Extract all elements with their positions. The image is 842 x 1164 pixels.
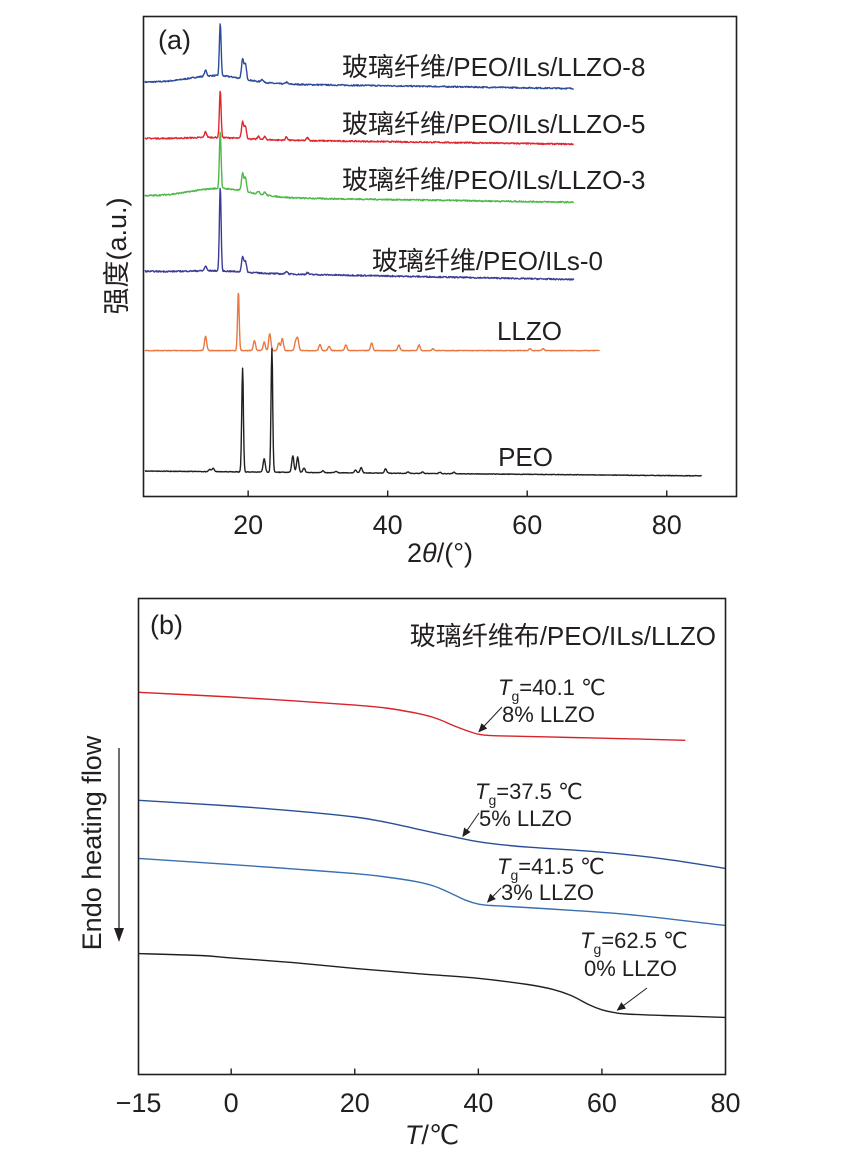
dsc-y-axis-label: Endo heating flow [77,735,107,950]
dsc-panel-title: 玻璃纤维布/PEO/ILs/LLZO [410,621,716,651]
tg-annotation: Tg=40.1 ℃8% LLZO [478,675,606,733]
xrd-y-axis-label: 强度(a.u.) [102,197,132,314]
tg-value-label: Tg=40.1 ℃ [498,675,606,704]
dsc-plot-frame [137,597,727,1076]
xrd-curve-peo-ils-llzo-8 [144,23,574,90]
dsc-x-label-T: T [405,1120,424,1150]
xrd-series-labels: 玻璃纤维/PEO/ILs/LLZO-8 玻璃纤维/PEO/ILs/LLZO-5 玻璃… [342,52,645,472]
annotation-arrow-icon [478,706,503,733]
tg-annotation: Tg=41.5 ℃3% LLZO [486,854,605,905]
dsc-annotations: Tg=40.1 ℃8% LLZO Tg=37.5 ℃5% LLZO Tg=41.5 … [462,675,688,1011]
tg-value-label: Tg=41.5 ℃ [497,854,605,883]
dsc-curve-8-llzo [138,691,686,741]
xrd-x-tick-label: 80 [652,510,682,540]
xrd-curve-peo-ils-llzo-5 [144,90,574,146]
xrd-series-label: 玻璃纤维/PEO/ILs/LLZO-8 [342,52,645,82]
tg-value-label: Tg=37.5 ℃ [475,779,583,808]
tg-annotation: Tg=62.5 ℃0% LLZO [580,928,688,1011]
dsc-x-tick-label: 20 [340,1088,370,1118]
sample-label: 5% LLZO [479,806,572,831]
xrd-panel: 玻璃纤维/PEO/ILs/LLZO-8 玻璃纤维/PEO/ILs/LLZO-5 玻璃… [102,15,738,568]
xrd-x-tick-label: 60 [512,510,542,540]
xrd-x-tick-label: 40 [373,510,403,540]
xrd-series-label: 玻璃纤维/PEO/ILs-0 [372,246,603,276]
xrd-x-label-theta: θ [422,538,437,568]
dsc-curve-5-llzo [138,799,726,870]
endo-direction-arrow-icon [114,928,124,942]
dsc-panel: −15 0 20 40 60 80 Tg=40.1 ℃8% LLZO Tg=37.5 ℃5%… [77,597,741,1150]
xrd-curve-peo-ils-0 [144,187,575,281]
xrd-x-ticks: 20 40 60 80 [233,490,682,540]
xrd-series-label: 玻璃纤维/PEO/ILs/LLZO-3 [342,165,645,195]
xrd-x-label-unit: /(°) [437,538,473,568]
xrd-plot-frame [142,15,738,498]
annotation-arrow-icon [616,987,648,1011]
xrd-x-axis-label: 2θ/(°) [407,538,473,568]
dsc-x-axis-label: T/℃ [405,1120,459,1150]
sample-label: 0% LLZO [584,956,677,981]
xrd-curves [144,23,703,477]
dsc-x-tick-label: −15 [116,1088,162,1118]
annotation-arrow-icon [486,887,502,903]
dsc-x-tick-label: 60 [587,1088,617,1118]
dsc-x-tick-label: 0 [224,1088,239,1118]
xrd-curve-peo [144,347,703,477]
panel-label-b: (b) [150,610,183,640]
dsc-curve-0-llzo [138,952,726,1019]
dsc-x-label-unit: /℃ [421,1120,459,1150]
xrd-x-tick-label: 20 [233,510,263,540]
panel-label-a: (a) [158,25,191,55]
xrd-x-label-two: 2 [407,538,422,568]
xrd-series-label: PEO [498,442,553,472]
sample-label: 3% LLZO [501,880,594,905]
tg-value-label: Tg=62.5 ℃ [580,928,688,957]
xrd-curve-llzo [144,292,600,352]
dsc-x-ticks: −15 0 20 40 60 80 [116,1068,741,1118]
sample-label: 8% LLZO [502,702,595,727]
tg-annotation: Tg=37.5 ℃5% LLZO [462,779,583,838]
dsc-x-tick-label: 80 [710,1088,740,1118]
xrd-series-label: 玻璃纤维/PEO/ILs/LLZO-5 [342,109,645,139]
dsc-x-tick-label: 40 [463,1088,493,1118]
dsc-curve-3-llzo [138,857,726,927]
xrd-series-label: LLZO [497,316,562,346]
dsc-curves [138,691,726,1019]
annotation-arrow-icon [462,812,480,838]
xrd-curve-peo-ils-llzo-3 [144,131,575,204]
